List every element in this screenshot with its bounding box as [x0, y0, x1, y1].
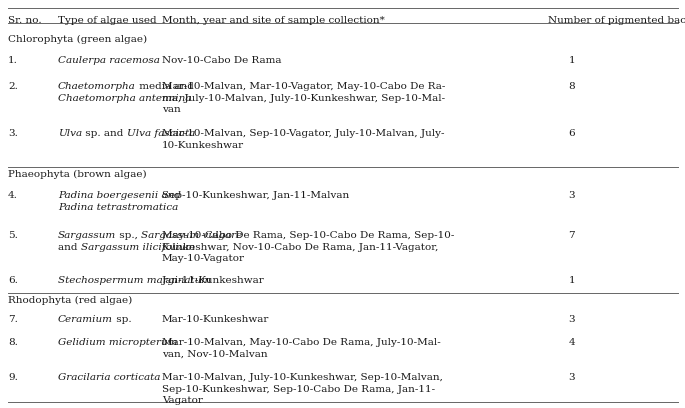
Text: 10-Kunkeshwar: 10-Kunkeshwar — [162, 140, 244, 149]
Text: Gelidium micropterum: Gelidium micropterum — [58, 338, 177, 347]
Text: 3: 3 — [569, 315, 575, 324]
Text: Rhodophyta (red algae): Rhodophyta (red algae) — [8, 296, 132, 305]
Text: Caulerpa racemosa: Caulerpa racemosa — [58, 56, 160, 65]
Text: 8: 8 — [569, 82, 575, 91]
Text: Type of algae used: Type of algae used — [58, 16, 157, 25]
Text: Sargassum: Sargassum — [58, 231, 116, 240]
Text: Sep-10-Kunkeshwar, Sep-10-Cabo De Rama, Jan-11-: Sep-10-Kunkeshwar, Sep-10-Cabo De Rama, … — [162, 384, 435, 393]
Text: Sargassum ilicifolium: Sargassum ilicifolium — [81, 242, 195, 251]
Text: sp. and: sp. and — [82, 129, 127, 138]
Text: Nov-10-Cabo De Rama: Nov-10-Cabo De Rama — [162, 56, 282, 65]
Text: ma, July-10-Malvan, July-10-Kunkeshwar, Sep-10-Mal-: ma, July-10-Malvan, July-10-Kunkeshwar, … — [162, 93, 445, 102]
Text: van, Nov-10-Malvan: van, Nov-10-Malvan — [162, 350, 268, 359]
Text: Sargassum vulgare: Sargassum vulgare — [141, 231, 242, 240]
Text: 4.: 4. — [8, 191, 18, 200]
Text: May-10-Vagator: May-10-Vagator — [162, 254, 245, 263]
Text: Gracilaria corticata: Gracilaria corticata — [58, 373, 160, 382]
Text: Vagator: Vagator — [162, 396, 203, 405]
Text: Chlorophyta (green algae): Chlorophyta (green algae) — [8, 35, 147, 44]
Text: Stechospermum marginatum: Stechospermum marginatum — [58, 276, 211, 285]
Text: 3: 3 — [569, 373, 575, 382]
Text: Padina boergesenii and: Padina boergesenii and — [58, 191, 181, 200]
Text: 5.: 5. — [8, 231, 18, 240]
Text: Sep-10-Kunkeshwar, Jan-11-Malvan: Sep-10-Kunkeshwar, Jan-11-Malvan — [162, 191, 349, 200]
Text: 1: 1 — [569, 276, 575, 285]
Text: 2.: 2. — [8, 82, 18, 91]
Text: Mar-10-Kunkeshwar: Mar-10-Kunkeshwar — [162, 315, 269, 324]
Text: van: van — [162, 105, 181, 114]
Text: 8.: 8. — [8, 338, 18, 347]
Text: Sr. no.: Sr. no. — [8, 16, 42, 25]
Text: 4: 4 — [569, 338, 575, 347]
Text: 6.: 6. — [8, 276, 18, 285]
Text: Mar-10-Malvan, Mar-10-Vagator, May-10-Cabo De Ra-: Mar-10-Malvan, Mar-10-Vagator, May-10-Ca… — [162, 82, 445, 91]
Text: Jan-11-Kunkeshwar: Jan-11-Kunkeshwar — [162, 276, 264, 285]
Text: Number of pigmented bacteria is: Number of pigmented bacteria is — [548, 16, 685, 25]
Text: 6: 6 — [569, 129, 575, 138]
Text: Chaetomorpha: Chaetomorpha — [58, 82, 136, 91]
Text: sp.,: sp., — [116, 231, 141, 240]
Text: 3.: 3. — [8, 129, 18, 138]
Text: Ulva: Ulva — [58, 129, 82, 138]
Text: and: and — [58, 242, 81, 251]
Text: 7.: 7. — [8, 315, 18, 324]
Text: Mar-10-Malvan, May-10-Cabo De Rama, July-10-Mal-: Mar-10-Malvan, May-10-Cabo De Rama, July… — [162, 338, 440, 347]
Text: 3: 3 — [569, 191, 575, 200]
Text: 1: 1 — [569, 56, 575, 65]
Text: 7: 7 — [569, 231, 575, 240]
Text: sp.: sp. — [113, 315, 132, 324]
Text: 1.: 1. — [8, 56, 18, 65]
Text: media and: media and — [136, 82, 194, 91]
Text: Padina tetrastromatica: Padina tetrastromatica — [58, 202, 178, 211]
Text: Phaeophyta (brown algae): Phaeophyta (brown algae) — [8, 170, 147, 179]
Text: Ceramium: Ceramium — [58, 315, 113, 324]
Text: Mar-10-Malvan, Sep-10-Vagator, July-10-Malvan, July-: Mar-10-Malvan, Sep-10-Vagator, July-10-M… — [162, 129, 445, 138]
Text: May-10-Cabo De Rama, Sep-10-Cabo De Rama, Sep-10-: May-10-Cabo De Rama, Sep-10-Cabo De Rama… — [162, 231, 454, 240]
Text: Kunkeshwar, Nov-10-Cabo De Rama, Jan-11-Vagator,: Kunkeshwar, Nov-10-Cabo De Rama, Jan-11-… — [162, 242, 438, 251]
Text: Chaetomorpha antennina: Chaetomorpha antennina — [58, 93, 191, 102]
Text: Ulva fasciata: Ulva fasciata — [127, 129, 195, 138]
Text: 9.: 9. — [8, 373, 18, 382]
Text: Mar-10-Malvan, July-10-Kunkeshwar, Sep-10-Malvan,: Mar-10-Malvan, July-10-Kunkeshwar, Sep-1… — [162, 373, 443, 382]
Text: Month, year and site of sample collection*: Month, year and site of sample collectio… — [162, 16, 385, 25]
